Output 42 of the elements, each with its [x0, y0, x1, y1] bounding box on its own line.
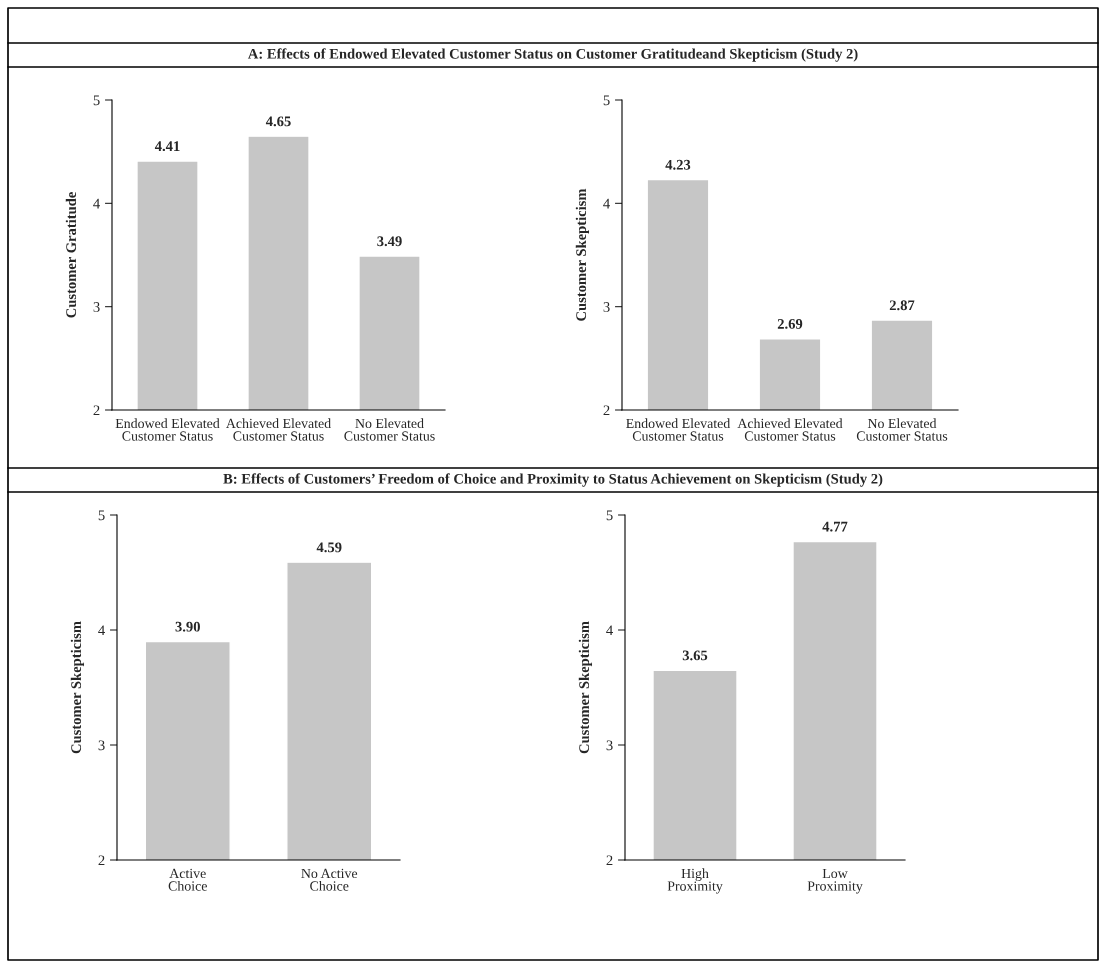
- x-tick-label: No Active Choice: [301, 868, 358, 891]
- x-tick-label: Achieved Elevated Customer Status: [226, 418, 331, 441]
- y-axis-title: Customer Skepticism: [578, 621, 593, 754]
- y-axis-title: Customer Skepticism: [575, 188, 590, 321]
- y-axis-title: Customer Gratitude: [65, 192, 77, 318]
- data-label: 2.87: [889, 300, 915, 311]
- x-tick-label: Low Proximity: [807, 868, 863, 894]
- y-tick-label: 3: [98, 740, 105, 751]
- data-label: 3.49: [377, 236, 402, 247]
- y-tick-label: 4: [606, 625, 613, 636]
- x-tick-label: No Elevated Customer Status: [344, 418, 435, 441]
- x-tick-label: Endowed Elevated Customer Status: [626, 418, 731, 441]
- y-tick-label: 4: [98, 625, 105, 636]
- y-tick-label: 2: [606, 855, 613, 866]
- x-tick-label: Achieved Elevated Customer Status: [737, 418, 843, 441]
- data-label: 4.41: [154, 141, 180, 152]
- y-tick-label: 3: [93, 302, 100, 312]
- y-axis-title: Customer Skepticism: [70, 621, 85, 754]
- x-tick-label: No Elevated Customer Status: [856, 418, 948, 441]
- x-tick-label: Endowed Elevated Customer Status: [115, 418, 220, 441]
- y-tick-label: 2: [98, 855, 105, 866]
- y-tick-label: 3: [603, 302, 610, 312]
- y-tick-label: 2: [93, 405, 100, 416]
- x-tick-label: Active Choice: [168, 868, 207, 891]
- y-tick-label: 5: [93, 95, 100, 106]
- x-tick-label: High Proximity: [667, 868, 723, 894]
- data-label: 3.90: [175, 621, 200, 632]
- data-label: 4.59: [316, 542, 342, 553]
- y-tick-label: 4: [93, 198, 100, 209]
- data-label: 2.69: [777, 318, 803, 329]
- y-tick-label: 2: [603, 405, 610, 416]
- y-tick-label: 5: [98, 510, 105, 521]
- y-tick-label: 5: [606, 510, 613, 521]
- text: B: Effects of Customers’ Freedom of Choice and Proximity to Status Achievement on Skepticism (Study 2): [223, 473, 883, 487]
- data-label: 3.65: [682, 650, 708, 661]
- y-tick-label: 5: [603, 95, 610, 106]
- y-tick-label: 4: [603, 198, 610, 209]
- data-label: 4.77: [822, 521, 848, 532]
- y-tick-label: 3: [606, 740, 613, 751]
- data-label: 4.65: [265, 116, 291, 127]
- data-label: 4.23: [665, 159, 691, 170]
- text: A: Effects of Endowed Elevated Customer Status on Customer Gratitudeand Skepticism (Study 2): [247, 48, 858, 62]
